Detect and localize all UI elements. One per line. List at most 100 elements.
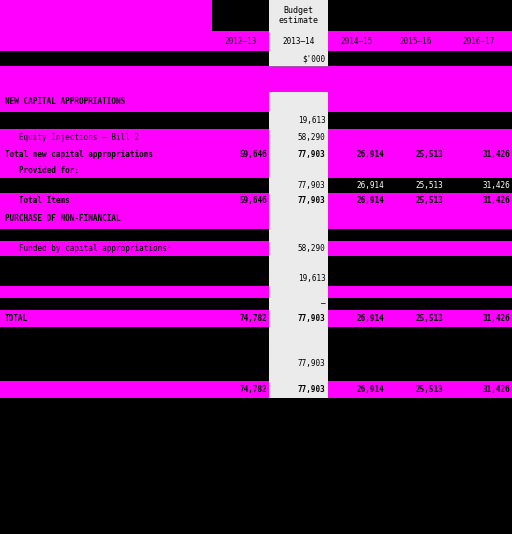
Bar — [212, 371, 269, 381]
Bar — [269, 0, 328, 31]
Bar — [269, 163, 328, 178]
Bar — [387, 51, 445, 66]
Bar — [445, 356, 512, 371]
Bar — [445, 271, 512, 286]
Text: 2013–14: 2013–14 — [282, 37, 314, 45]
Bar — [445, 327, 512, 356]
Bar — [445, 51, 512, 66]
Bar — [387, 0, 445, 31]
Bar — [269, 229, 328, 241]
Bar — [269, 92, 328, 112]
Bar — [0, 178, 212, 193]
Bar — [0, 112, 212, 129]
Text: 2014–15: 2014–15 — [341, 37, 373, 45]
Bar — [328, 229, 387, 241]
Text: 2012–13: 2012–13 — [224, 37, 257, 45]
Bar — [269, 129, 328, 146]
Bar — [387, 66, 445, 92]
Text: 31,426: 31,426 — [482, 385, 510, 394]
Bar — [328, 129, 387, 146]
Bar — [387, 271, 445, 286]
Bar — [212, 178, 269, 193]
Bar — [212, 66, 269, 92]
Bar — [328, 356, 387, 371]
Bar — [0, 381, 212, 398]
Bar — [328, 256, 387, 271]
Text: 26,914: 26,914 — [357, 314, 385, 323]
Bar — [387, 146, 445, 163]
Text: 77,903: 77,903 — [298, 182, 326, 190]
Bar — [328, 298, 387, 310]
Bar — [445, 66, 512, 92]
Bar — [387, 286, 445, 298]
Bar — [0, 310, 212, 327]
Bar — [212, 286, 269, 298]
Bar — [328, 51, 387, 66]
Bar — [328, 371, 387, 381]
Text: Total Items: Total Items — [5, 197, 70, 205]
Bar — [387, 208, 445, 229]
Bar — [387, 112, 445, 129]
Bar — [328, 92, 387, 112]
Bar — [0, 256, 212, 271]
Text: Provided for:: Provided for: — [5, 167, 79, 175]
Bar — [212, 163, 269, 178]
Text: Funded by capital appropriations¹: Funded by capital appropriations¹ — [5, 245, 172, 253]
Bar — [269, 298, 328, 310]
Bar — [387, 381, 445, 398]
Bar — [269, 51, 328, 66]
Bar — [269, 256, 328, 271]
Bar — [445, 286, 512, 298]
Bar — [387, 327, 445, 356]
Text: 31,426: 31,426 — [482, 197, 510, 205]
Bar — [212, 0, 269, 31]
Bar — [387, 163, 445, 178]
Bar — [212, 271, 269, 286]
Bar — [387, 31, 445, 51]
Bar — [0, 129, 212, 146]
Bar — [0, 0, 212, 31]
Bar — [328, 286, 387, 298]
Bar — [387, 310, 445, 327]
Bar — [212, 256, 269, 271]
Bar — [269, 356, 328, 371]
Bar — [328, 193, 387, 208]
Text: 25,513: 25,513 — [416, 385, 443, 394]
Bar — [445, 178, 512, 193]
Bar — [0, 286, 212, 298]
Text: 19,613: 19,613 — [298, 274, 326, 283]
Text: 74,782: 74,782 — [239, 385, 267, 394]
Bar — [387, 92, 445, 112]
Bar — [212, 208, 269, 229]
Bar — [445, 298, 512, 310]
Bar — [269, 193, 328, 208]
Bar — [445, 129, 512, 146]
Bar — [269, 381, 328, 398]
Text: 2016–17: 2016–17 — [462, 37, 495, 45]
Bar — [212, 381, 269, 398]
Text: 77,903: 77,903 — [298, 197, 326, 205]
Bar — [269, 146, 328, 163]
Text: Funded by capital appropriations –: Funded by capital appropriations – — [5, 260, 176, 268]
Bar — [212, 51, 269, 66]
Text: 58,290: 58,290 — [298, 134, 326, 142]
Bar — [387, 193, 445, 208]
Bar — [212, 193, 269, 208]
Bar — [0, 208, 212, 229]
Text: 26,914: 26,914 — [357, 197, 385, 205]
Text: –: – — [321, 300, 326, 308]
Bar — [387, 371, 445, 381]
Bar — [269, 178, 328, 193]
Bar — [445, 193, 512, 208]
Bar — [387, 356, 445, 371]
Bar — [445, 310, 512, 327]
Bar — [387, 298, 445, 310]
Bar — [0, 51, 212, 66]
Text: 25,513: 25,513 — [416, 197, 443, 205]
Bar — [445, 92, 512, 112]
Bar — [445, 241, 512, 256]
Bar — [328, 178, 387, 193]
Bar — [328, 271, 387, 286]
Text: 26,914: 26,914 — [357, 151, 385, 159]
Bar — [445, 371, 512, 381]
